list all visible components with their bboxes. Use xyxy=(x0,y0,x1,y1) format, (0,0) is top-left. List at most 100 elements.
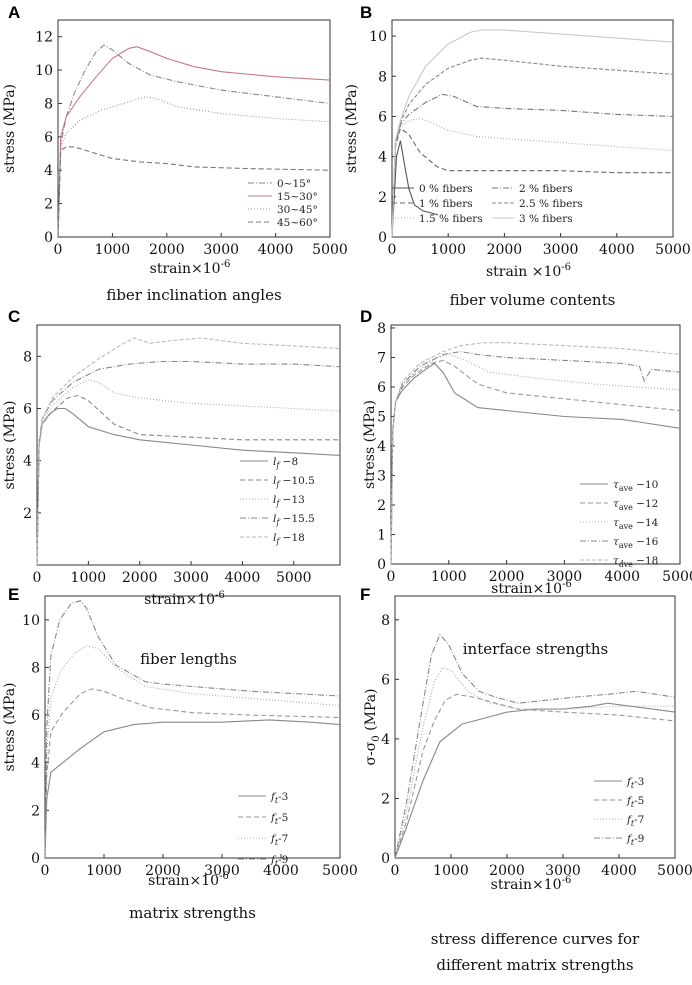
legend-label: 1 % fibers xyxy=(419,198,473,210)
x-tick-label: 2000 xyxy=(489,569,525,585)
x-tick-label: 5000 xyxy=(662,569,692,585)
x-tick-label: 2000 xyxy=(122,570,158,586)
legend-label: 2.5 % fibers xyxy=(519,198,583,210)
legend-label: ft-3 xyxy=(270,791,288,805)
y-tick-label: 0 xyxy=(381,851,390,867)
y-tick-label: 2 xyxy=(381,791,390,807)
y-tick-label: 6 xyxy=(377,380,386,396)
panel-caption: fiber lengths xyxy=(140,650,237,668)
legend-label: 0~15° xyxy=(277,178,311,190)
x-tick-label: 4000 xyxy=(604,569,640,585)
legend-label: 1.5 % fibers xyxy=(419,213,483,225)
y-tick-label: 10 xyxy=(22,613,40,629)
series-line xyxy=(36,360,341,566)
x-tick-label: 2000 xyxy=(489,863,525,879)
y-tick-label: 2 xyxy=(377,498,386,514)
y-tick-label: 4 xyxy=(381,732,390,748)
legend-label: 15~30° xyxy=(277,191,318,203)
x-tick-label: 5000 xyxy=(276,570,312,586)
series-line xyxy=(36,394,340,566)
x-tick-label: 0 xyxy=(387,569,396,585)
plot-frame xyxy=(44,595,341,859)
y-tick-label: 0 xyxy=(44,230,53,246)
y-tick-label: 2 xyxy=(378,190,387,206)
panel-letter: F xyxy=(360,585,370,604)
x-tick-label: 0 xyxy=(388,242,397,258)
y-tick-label: 8 xyxy=(23,349,32,365)
legend-label: 0 % fibers xyxy=(419,183,473,195)
y-axis-label: stress (MPa) xyxy=(2,682,18,771)
legend-label: ft-3 xyxy=(626,776,644,790)
y-tick-label: 2 xyxy=(23,506,32,522)
legend-label: τave −14 xyxy=(613,517,659,531)
series-line xyxy=(57,146,331,238)
x-tick-label: 4000 xyxy=(601,863,637,879)
legend-label: ft-7 xyxy=(270,833,288,847)
y-tick-label: 8 xyxy=(378,69,387,85)
y-tick-label: 6 xyxy=(31,708,40,724)
plot-frame xyxy=(57,19,331,238)
y-tick-label: 4 xyxy=(23,454,32,470)
panel-caption: fiber volume contents xyxy=(450,291,616,309)
panel-letter: D xyxy=(360,307,372,326)
y-tick-label: 2 xyxy=(44,197,53,213)
panel-d: D 0 1000 2000 3000 4000 5000 0 1 2 3 4 5 6 7 8 strain×10… xyxy=(360,307,692,658)
legend-label: ft-7 xyxy=(626,814,644,828)
y-tick-label: 8 xyxy=(44,96,53,112)
x-tick-label: 3000 xyxy=(547,569,583,585)
plot-frame xyxy=(391,19,674,238)
y-tick-label: 6 xyxy=(44,130,53,146)
y-axis-label: stress (MPa) xyxy=(344,84,360,173)
x-axis-label: strain×10-6 xyxy=(150,259,231,277)
x-axis-label: strain×10-6 xyxy=(148,871,229,889)
y-tick-label: 8 xyxy=(377,321,386,337)
legend: lf −8 lf −10.5 lf −13 lf −15.5 lf −18 xyxy=(240,456,315,546)
panel-b: B 0 1000 2000 3000 4000 5000 0 2 4 6 8 10 strain ×10-… xyxy=(344,3,691,309)
x-tick-label: 3000 xyxy=(545,863,581,879)
legend: τave −10 τave −12 τave −14 τave −16 τave −18 xyxy=(580,479,659,569)
series-line xyxy=(57,46,331,238)
series-line xyxy=(36,407,341,566)
x-tick-label: 5000 xyxy=(322,863,358,879)
series-line xyxy=(391,57,674,238)
panel-letter: B xyxy=(360,3,372,22)
y-tick-label: 8 xyxy=(31,660,40,676)
legend-label: ft-5 xyxy=(270,812,288,826)
legend-label: ft-5 xyxy=(626,795,644,809)
x-tick-label: 2000 xyxy=(149,242,185,258)
series-line xyxy=(394,666,675,859)
y-axis-label: stress (MPa) xyxy=(2,400,18,489)
y-tick-label: 6 xyxy=(23,401,32,417)
series-line xyxy=(391,140,439,238)
x-tick-label: 0 xyxy=(391,863,400,879)
legend: 0~15°15~30°30~45°45~60° xyxy=(248,178,318,229)
y-tick-label: 6 xyxy=(378,109,387,125)
x-tick-label: 0 xyxy=(41,863,50,879)
y-tick-label: 4 xyxy=(31,756,40,772)
y-tick-label: 3 xyxy=(377,468,386,484)
x-tick-label: 5000 xyxy=(312,242,348,258)
panel-caption: different matrix strengths xyxy=(436,956,633,974)
legend: ft-3 ft-5 ft-7 ft-9 xyxy=(594,776,644,847)
legend-label: τave −10 xyxy=(613,479,658,493)
x-tick-label: 3000 xyxy=(543,242,579,258)
panel-f: F 0 1000 2000 3000 4000 5000 0 2 4 6 8 strain×10-6 σ-… xyxy=(360,585,692,974)
y-axis-label: stress (MPa) xyxy=(362,400,378,489)
y-tick-label: 6 xyxy=(381,672,390,688)
panel-letter: C xyxy=(8,307,20,326)
panel-letter: E xyxy=(8,585,19,604)
legend-label: ft-9 xyxy=(626,833,644,847)
x-axis-label: strain×10-6 xyxy=(144,590,225,608)
legend-label: lf −18 xyxy=(273,532,305,546)
series-line xyxy=(57,96,331,238)
y-tick-label: 4 xyxy=(378,150,387,166)
series-line xyxy=(391,127,673,238)
panel-caption: interface strengths xyxy=(463,640,609,658)
y-tick-label: 0 xyxy=(377,557,386,573)
y-tick-label: 0 xyxy=(31,851,40,867)
x-tick-label: 0 xyxy=(33,570,42,586)
series-line xyxy=(394,693,676,859)
series-line xyxy=(390,353,681,565)
panel-caption: matrix strengths xyxy=(129,904,256,922)
y-tick-label: 0 xyxy=(378,230,387,246)
